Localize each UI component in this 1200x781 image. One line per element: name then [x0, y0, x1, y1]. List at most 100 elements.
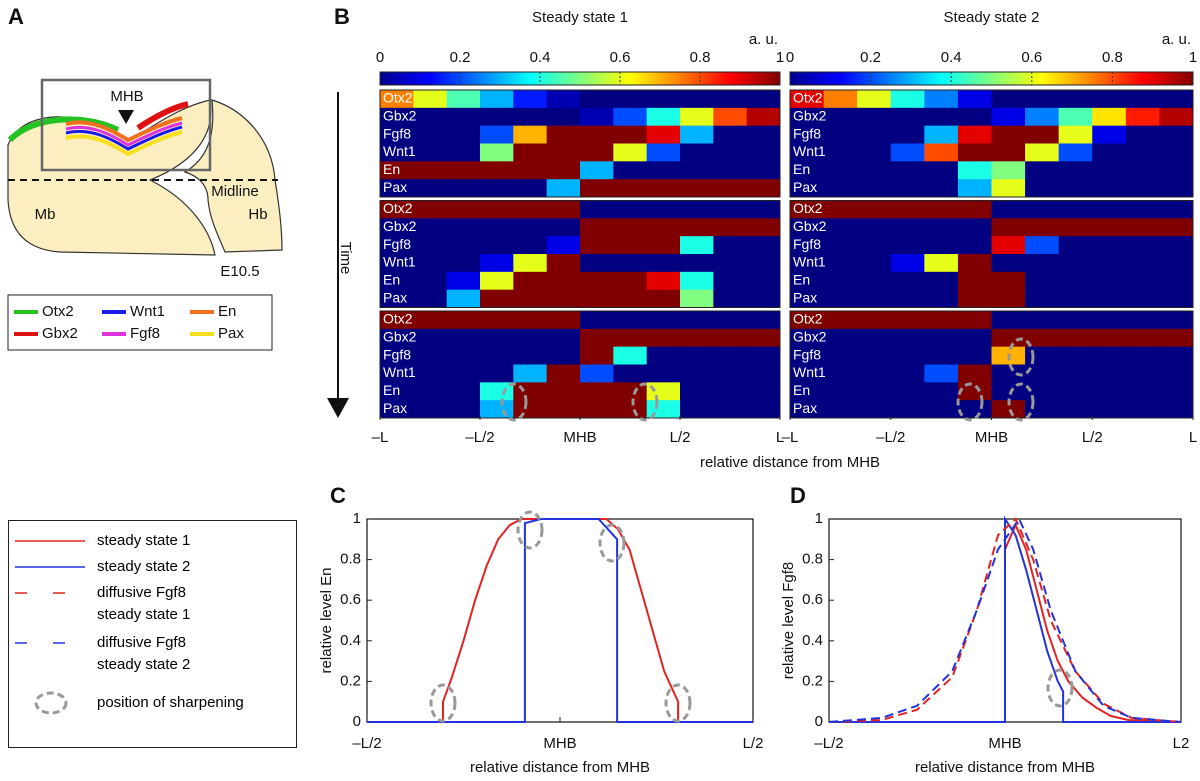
heat-cell — [413, 271, 448, 290]
heat-cell — [380, 143, 414, 162]
heat-cell — [413, 125, 448, 144]
heat-cell — [823, 328, 858, 347]
heat-cell — [480, 200, 514, 219]
heat-cell — [580, 161, 614, 180]
legend-label: Otx2 — [42, 303, 74, 320]
heat-cell — [546, 143, 581, 162]
heat-cell — [890, 90, 925, 109]
heat-cell — [513, 200, 548, 219]
gene-label: Fgf8 — [793, 236, 821, 252]
heat-cell — [613, 179, 648, 198]
heat-cell — [1159, 289, 1194, 308]
heat-cell — [857, 107, 892, 126]
heat-cell — [823, 200, 858, 219]
heat-cell — [1159, 200, 1194, 219]
heat-cell — [1025, 179, 1060, 198]
heat-cell — [790, 143, 825, 162]
heat-cell — [823, 364, 858, 383]
y-tick-label: 0.2 — [802, 672, 823, 689]
heat-cell — [1058, 200, 1093, 219]
x-tick-label: –L/2 — [814, 735, 843, 752]
heat-cell — [646, 328, 681, 347]
heat-cell — [446, 382, 481, 401]
gene-label: Otx2 — [793, 90, 823, 106]
heat-cell — [480, 328, 514, 347]
heat-cell — [380, 311, 414, 330]
heat-cell — [924, 400, 959, 419]
heat-cell — [1159, 161, 1194, 180]
heat-cell — [580, 400, 614, 419]
heat-cell — [1058, 254, 1093, 273]
heat-cell — [446, 179, 481, 198]
heat-cell — [890, 328, 925, 347]
heat-cell — [1025, 364, 1060, 383]
y-tick-label: 0.8 — [802, 551, 823, 568]
heat-cell — [480, 143, 514, 162]
heat-cell — [546, 382, 581, 401]
heat-cell — [746, 400, 781, 419]
heat-cell — [890, 364, 925, 383]
gene-label: Otx2 — [793, 311, 823, 327]
heat-cell — [857, 364, 892, 383]
heat-cell — [380, 364, 414, 383]
heat-cell — [746, 254, 781, 273]
heat-cell — [580, 236, 614, 255]
heat-cell — [746, 143, 781, 162]
heat-cell — [924, 200, 959, 219]
y-axis-label: relative level Fgf8 — [780, 562, 797, 680]
heat-cell — [790, 218, 825, 237]
heat-cell — [746, 364, 781, 383]
heat-cell — [446, 107, 481, 126]
heat-cell — [613, 311, 648, 330]
line — [828, 517, 1182, 723]
heat-cell — [924, 107, 959, 126]
heat-cell — [823, 218, 858, 237]
heat-cell — [924, 382, 959, 401]
heat-cell — [713, 271, 748, 290]
heat-cell — [413, 364, 448, 383]
heat-cell — [646, 311, 681, 330]
heat-cell — [924, 143, 959, 162]
heat-cell — [823, 179, 858, 198]
heat-cell — [513, 125, 548, 144]
heat-cell — [890, 400, 925, 419]
heat-cell — [380, 254, 414, 273]
heat-cell — [890, 200, 925, 219]
y-tick-label: 0 — [353, 713, 361, 730]
gene-label: Gbx2 — [793, 328, 827, 344]
heat-cell — [1025, 90, 1060, 109]
panel-title: Steady state 2 — [944, 9, 1040, 26]
heat-cell — [1025, 328, 1060, 347]
heat-cell — [413, 236, 448, 255]
heat-cell — [1058, 364, 1093, 383]
y-tick-label: 0 — [815, 713, 823, 730]
heat-cell — [380, 289, 414, 308]
heat-cell — [1159, 125, 1194, 144]
colorbar-tick-label: 1 — [1189, 49, 1197, 66]
heat-cell — [991, 90, 1026, 109]
y-tick-label: 0.6 — [340, 591, 361, 608]
heat-cell — [924, 161, 959, 180]
heat-cell — [746, 218, 781, 237]
heat-cell — [713, 161, 748, 180]
heat-cell — [580, 179, 614, 198]
heat-cell — [513, 236, 548, 255]
heat-cell — [823, 90, 858, 109]
heat-cell — [546, 179, 581, 198]
gene-label: Pax — [383, 289, 407, 305]
heat-cell — [513, 289, 548, 308]
heat-cell — [823, 289, 858, 308]
heat-cell — [924, 289, 959, 308]
heat-cell — [580, 311, 614, 330]
x-tick-label: –L/2 — [465, 429, 494, 446]
heat-cell — [957, 328, 992, 347]
heat-cell — [746, 311, 781, 330]
gene-label: Gbx2 — [793, 218, 827, 234]
heat-cell — [1025, 161, 1060, 180]
panel-label: D — [790, 483, 806, 508]
heat-cell — [823, 107, 858, 126]
heat-cell — [991, 271, 1026, 290]
heat-cell — [380, 218, 414, 237]
legend-label: diffusive Fgf8 steady state 1 — [97, 584, 191, 623]
heat-cell — [890, 254, 925, 273]
